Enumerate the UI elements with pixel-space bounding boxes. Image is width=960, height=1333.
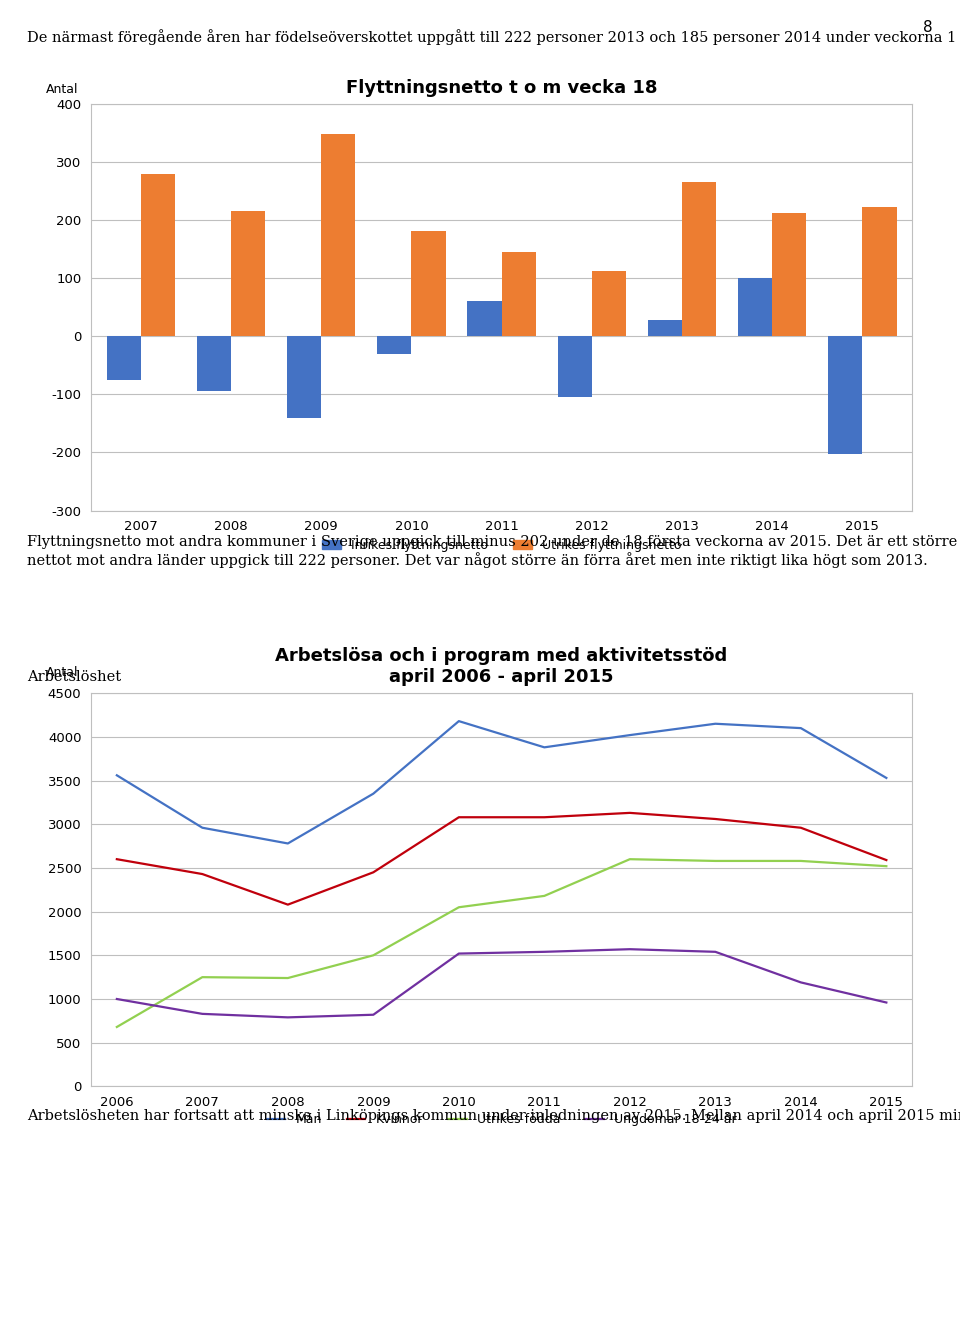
Bar bbox=[322, 135, 355, 336]
Bar bbox=[862, 208, 897, 336]
Text: Arbetslösheten har fortsatt att minska i Linköpings kommun under inledningen av : Arbetslösheten har fortsatt att minska i… bbox=[27, 1106, 960, 1124]
Bar bbox=[141, 173, 175, 336]
Text: Antal: Antal bbox=[46, 666, 79, 680]
Bar bbox=[287, 336, 322, 417]
Bar bbox=[107, 336, 141, 380]
Title: Flyttningsnetto t o m vecka 18: Flyttningsnetto t o m vecka 18 bbox=[346, 79, 658, 97]
Legend: Inrikes flyttningsnetto, Utrikes flyttningsnetto: Inrikes flyttningsnetto, Utrikes flyttni… bbox=[317, 535, 686, 557]
Bar bbox=[558, 336, 591, 397]
Bar bbox=[412, 231, 445, 336]
Text: Arbetslöshet: Arbetslöshet bbox=[27, 670, 121, 685]
Bar bbox=[377, 336, 412, 353]
Bar bbox=[648, 320, 682, 336]
Legend: Män, Kvinnor, Utrikes födda, Ungdomar 18-24 år: Män, Kvinnor, Utrikes födda, Ungdomar 18… bbox=[261, 1108, 741, 1132]
Bar bbox=[231, 212, 265, 336]
Bar bbox=[738, 279, 772, 336]
Bar bbox=[501, 252, 536, 336]
Bar bbox=[591, 271, 626, 336]
Text: 8: 8 bbox=[924, 20, 933, 35]
Bar bbox=[682, 183, 716, 336]
Bar bbox=[772, 213, 806, 336]
Text: Antal: Antal bbox=[46, 83, 79, 96]
Text: De närmast föregående åren har födelseöverskottet uppgått till 222 personer 2013: De närmast föregående åren har födelseöv… bbox=[27, 29, 960, 45]
Bar bbox=[197, 336, 231, 392]
Bar bbox=[828, 336, 862, 453]
Text: Flyttningsnetto mot andra kommuner i Sverige uppgick till minus 202 under de 18 : Flyttningsnetto mot andra kommuner i Sve… bbox=[27, 533, 960, 568]
Title: Arbetslösa och i program med aktivitetsstöd
april 2006 - april 2015: Arbetslösa och i program med aktivitetss… bbox=[276, 648, 728, 686]
Bar bbox=[468, 301, 501, 336]
